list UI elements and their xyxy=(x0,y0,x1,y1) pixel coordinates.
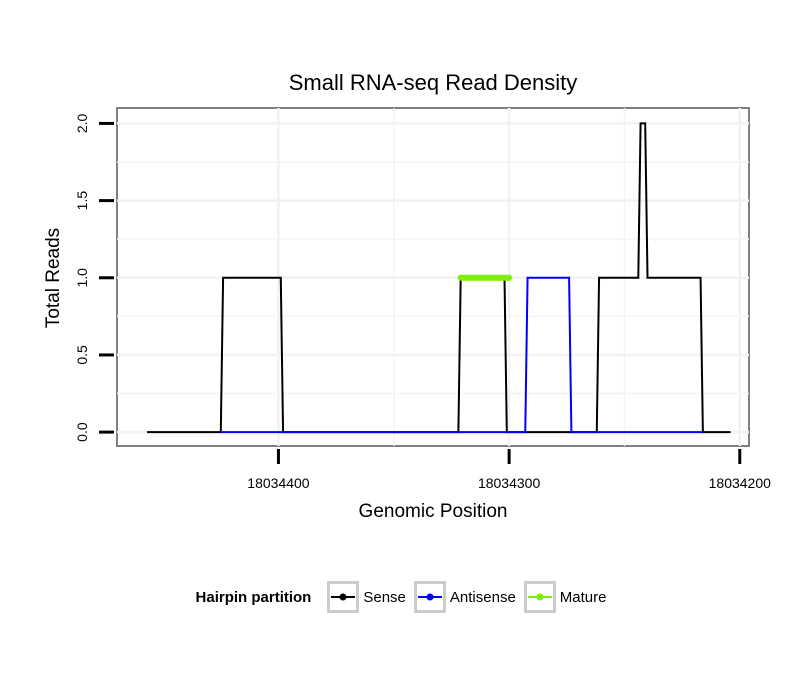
axes: 18034400 18034300 18034200 0.0 0.5 1.0 1.5 2.0 xyxy=(74,113,771,491)
x-tick-label: 18034200 xyxy=(709,475,772,491)
legend-label-mature: Mature xyxy=(559,588,607,606)
antisense-line-marker-icon xyxy=(417,593,442,601)
legend-key-mature xyxy=(523,581,556,613)
legend-key-antisense xyxy=(413,581,446,613)
mature-line-marker-icon xyxy=(527,593,552,601)
series-line-sense xyxy=(146,122,731,434)
legend: Hairpin partition Sense Antisense Mature xyxy=(0,578,810,616)
y-tick-label: 1.0 xyxy=(74,268,90,288)
sense-line-marker-icon xyxy=(331,593,356,601)
x-axis-label: Genomic Position xyxy=(358,501,508,522)
series-line-antisense xyxy=(220,276,703,434)
legend-label-antisense: Antisense xyxy=(449,588,516,606)
chart-title: Small RNA-seq Read Density xyxy=(288,70,578,95)
y-tick-label: 0.5 xyxy=(74,345,90,365)
x-tick-label: 18034400 xyxy=(247,475,310,491)
series-lines xyxy=(146,122,731,434)
legend-item-sense: Sense xyxy=(327,581,406,613)
x-tick-label: 18034300 xyxy=(478,475,541,491)
y-tick-label: 2.0 xyxy=(74,113,90,133)
legend-item-antisense: Antisense xyxy=(413,581,516,613)
legend-key-sense xyxy=(327,581,360,613)
legend-label-sense: Sense xyxy=(363,588,406,606)
y-tick-label: 0.0 xyxy=(74,422,90,442)
y-tick-label: 1.5 xyxy=(74,191,90,211)
legend-title: Hairpin partition xyxy=(195,588,312,606)
legend-item-mature: Mature xyxy=(523,581,607,613)
